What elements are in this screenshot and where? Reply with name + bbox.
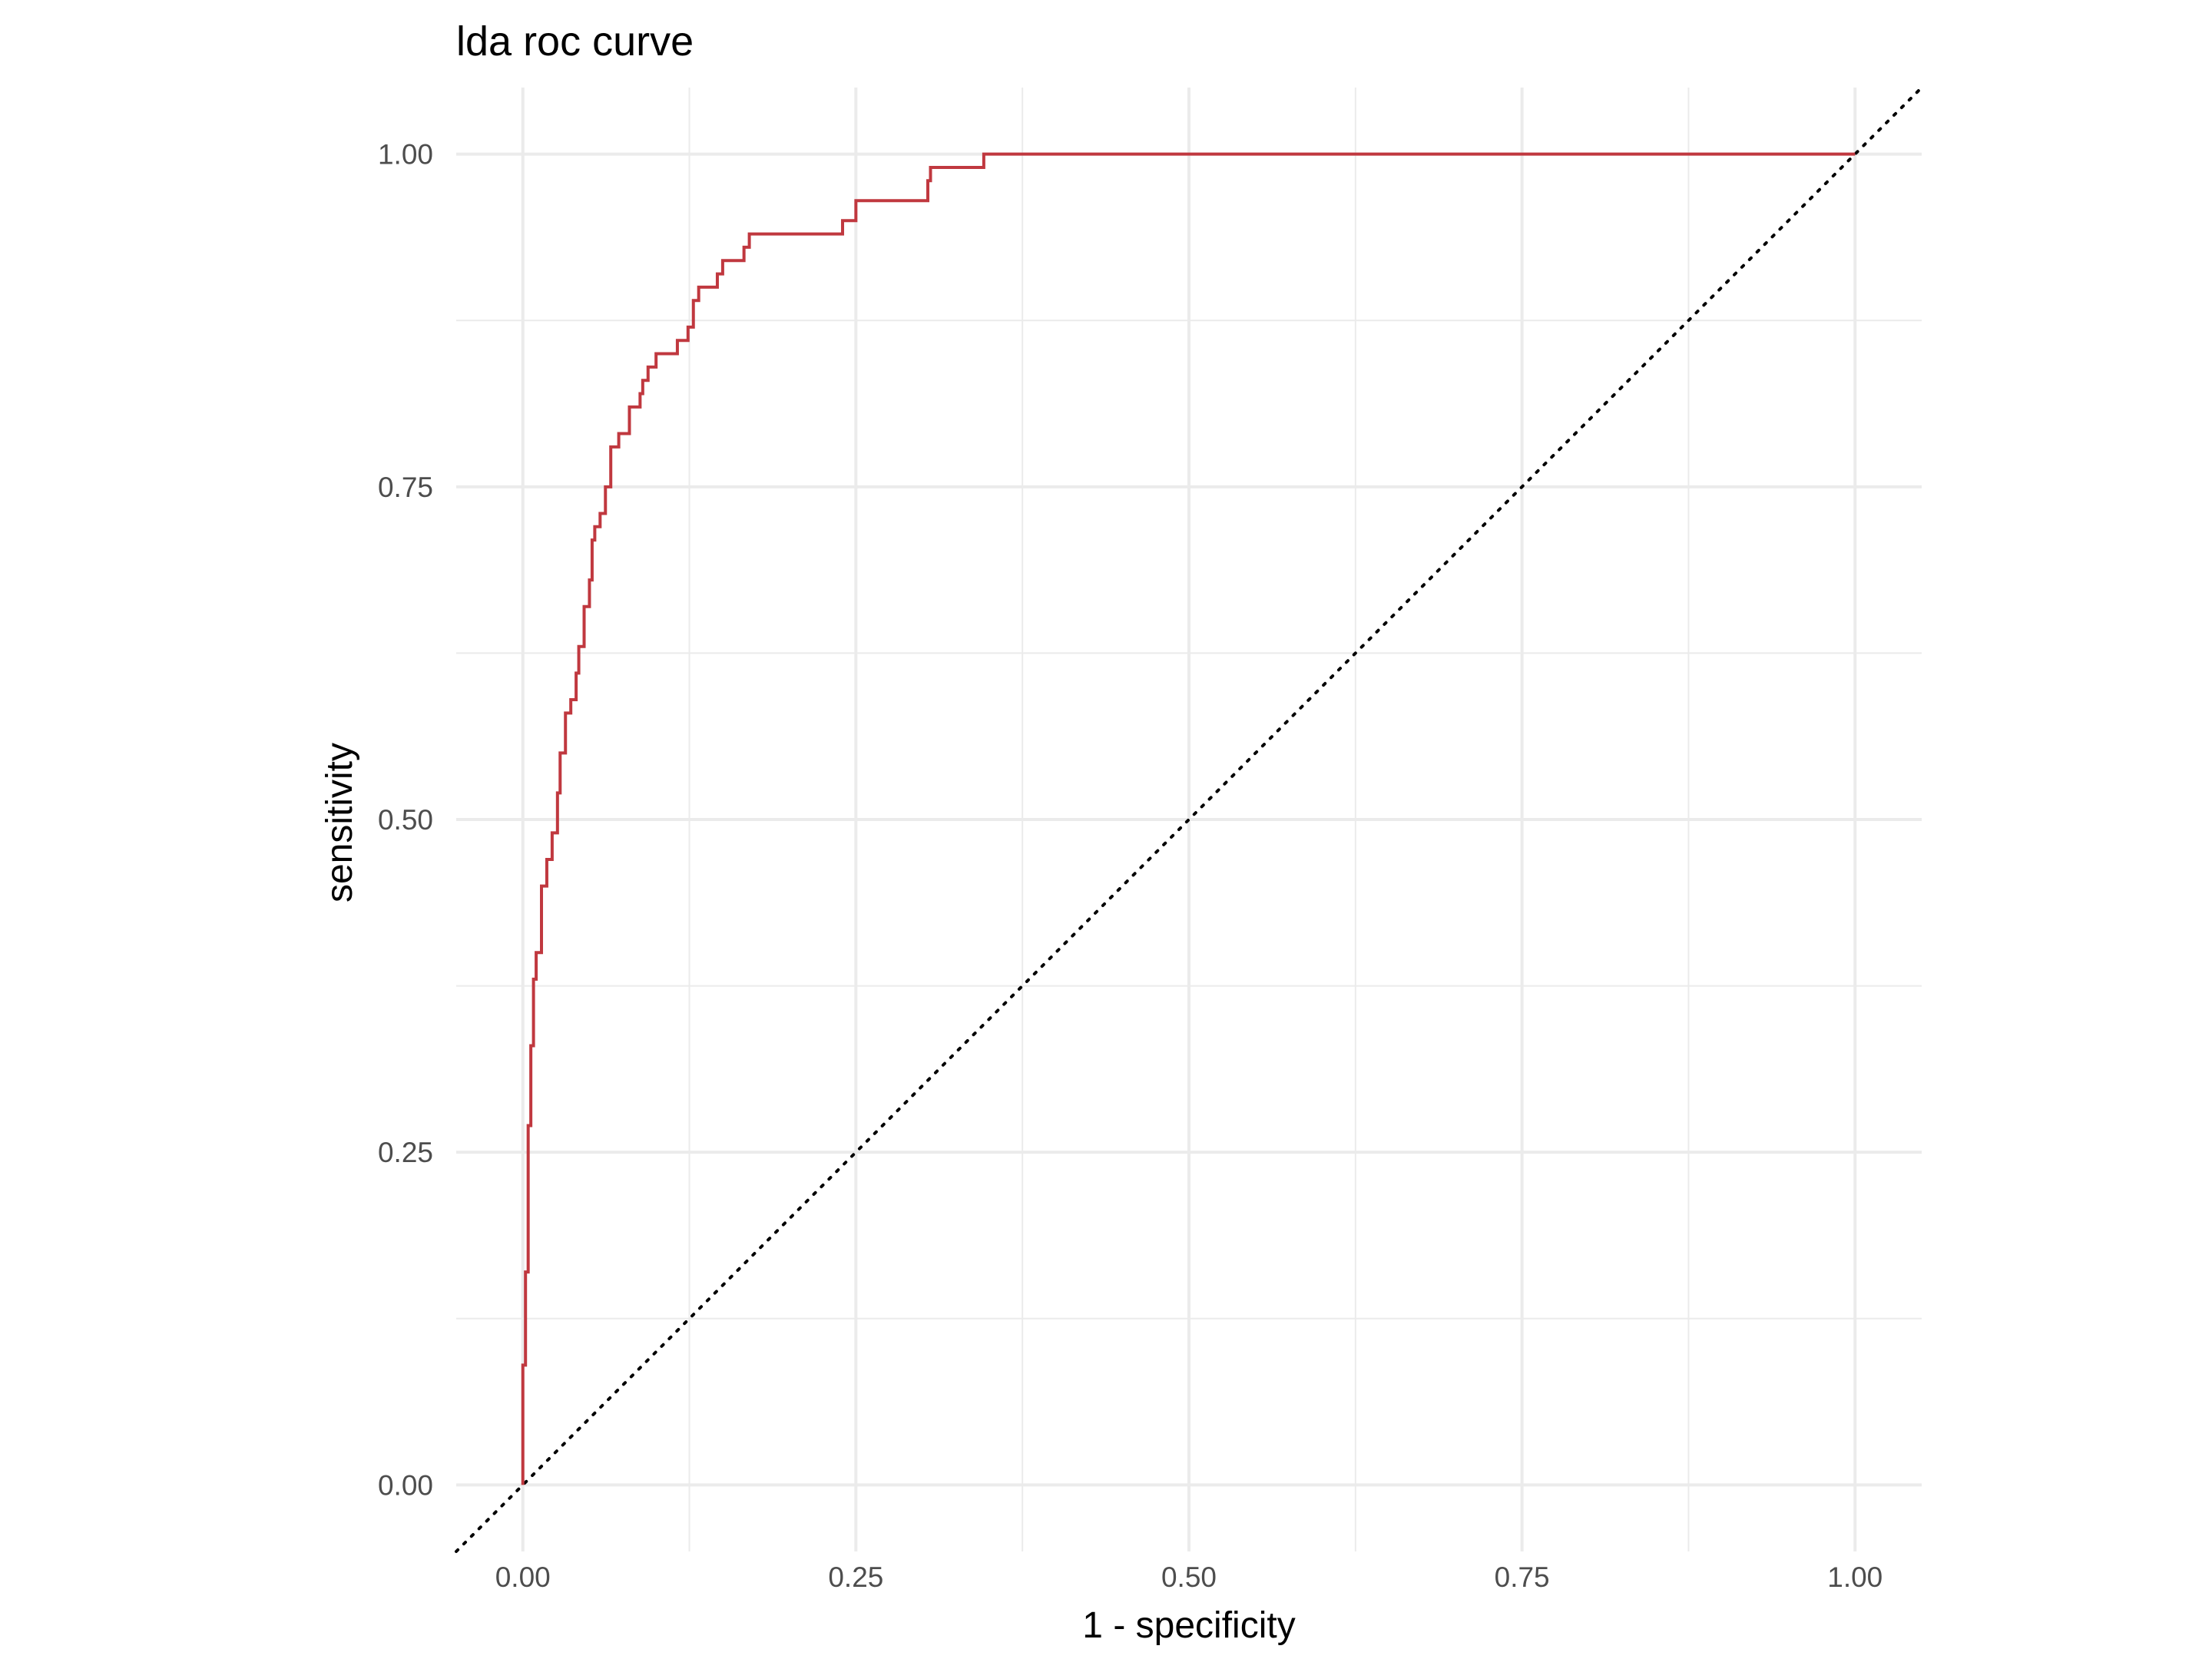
chart-title: lda roc curve xyxy=(456,18,694,65)
x-tick-label-0: 0.00 xyxy=(495,1561,551,1593)
x-axis-title: 1 - specificity xyxy=(1082,1605,1295,1646)
y-tick-label-2: 0.50 xyxy=(378,804,433,836)
x-axis-ticks: 0.00 0.25 0.50 0.75 1.00 xyxy=(495,1561,1883,1593)
y-axis-title: sensitivity xyxy=(320,743,360,902)
roc-curve-line xyxy=(521,152,1856,1485)
y-tick-label-4: 1.00 xyxy=(378,139,433,171)
y-axis-ticks: 0.00 0.25 0.50 0.75 1.00 xyxy=(378,139,433,1502)
x-tick-label-4: 1.00 xyxy=(1827,1561,1883,1593)
x-tick-label-2: 0.50 xyxy=(1161,1561,1217,1593)
y-tick-label-1: 0.25 xyxy=(378,1137,433,1168)
reference-diagonal-line xyxy=(455,86,1923,1553)
x-tick-label-3: 0.75 xyxy=(1495,1561,1550,1593)
y-tick-label-3: 0.75 xyxy=(378,472,433,503)
y-tick-label-0: 0.00 xyxy=(378,1469,433,1501)
x-tick-label-1: 0.25 xyxy=(828,1561,883,1593)
